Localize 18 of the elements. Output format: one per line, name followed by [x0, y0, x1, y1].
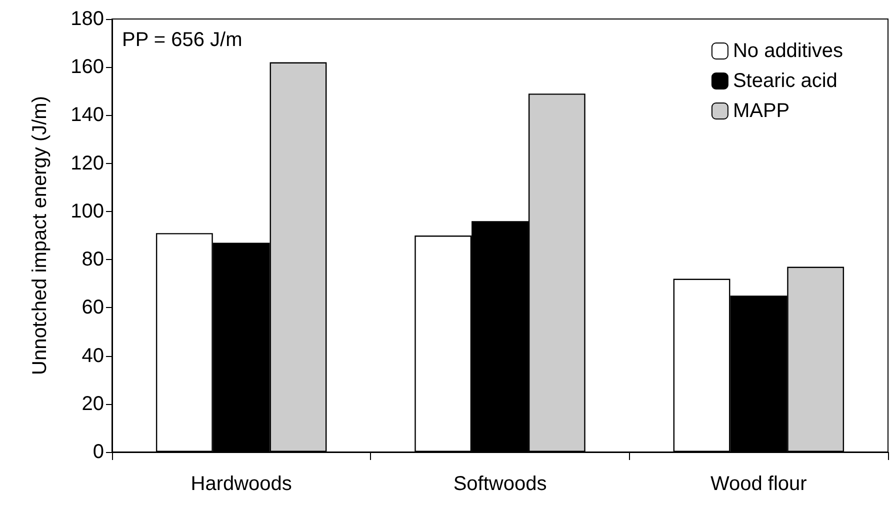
x-tick-label: Softwoods [453, 473, 547, 495]
y-tick-label: 80 [82, 248, 104, 271]
x-tick-label: Wood flour [710, 473, 808, 495]
legend-label: No additives [732, 40, 844, 62]
y-tick-label: 100 [70, 200, 104, 222]
legend-label: Stearic acid [732, 70, 838, 92]
y-tick-label: 60 [82, 296, 104, 319]
x-tick-label: Hardwoods [190, 473, 292, 495]
y-tick-label: 0 [92, 441, 104, 463]
y-axis-title: Unnotched impact energy (J/m) [29, 96, 51, 376]
y-tick-label: 120 [70, 152, 104, 174]
y-tick-label: 160 [70, 56, 104, 78]
legend-label: MAPP [732, 100, 790, 122]
y-tick-label: 140 [70, 104, 104, 126]
y-tick-label: 20 [82, 392, 104, 415]
y-tick-label: 180 [70, 8, 104, 30]
y-tick-label: 40 [82, 344, 104, 367]
annotation: PP = 656 J/m [122, 29, 242, 51]
